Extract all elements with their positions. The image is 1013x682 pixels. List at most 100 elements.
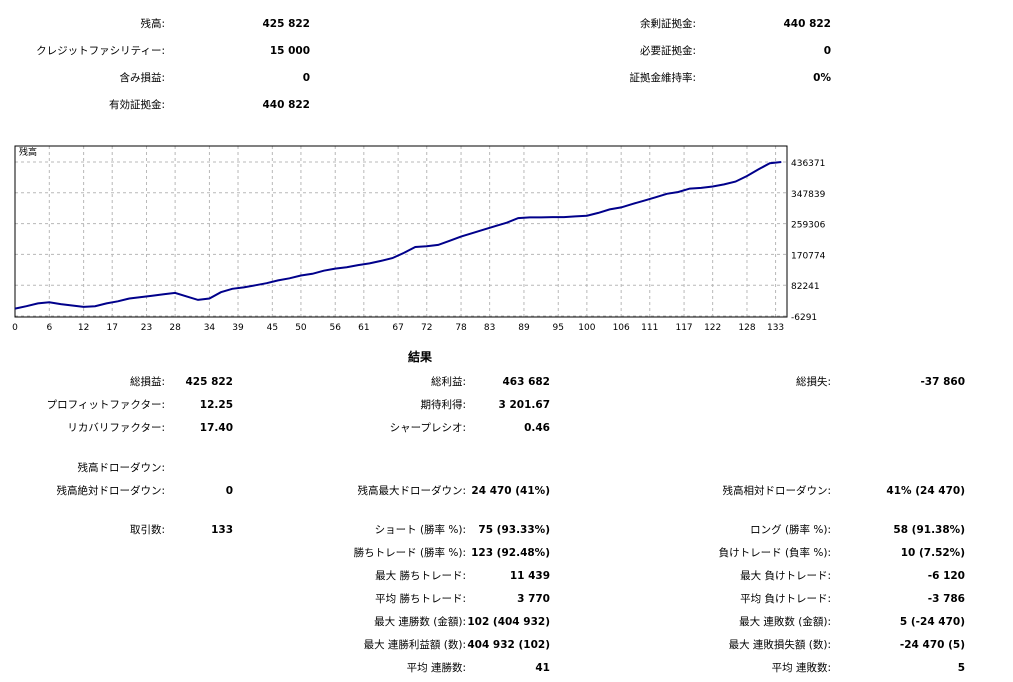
profit-factor-label: プロフィットファクター: bbox=[46, 399, 165, 411]
results-title: 結果 bbox=[408, 350, 433, 364]
recovery-factor-value: 17.40 bbox=[199, 422, 233, 434]
credit-value: 15 000 bbox=[269, 45, 310, 57]
recovery-factor-label: リカバリファクター: bbox=[67, 422, 165, 434]
gross-loss-value: -37 860 bbox=[920, 376, 965, 388]
average-consecutive-wins-label: 平均 連勝数: bbox=[406, 662, 466, 674]
y-tick-label: 170774 bbox=[791, 251, 826, 261]
x-tick-label: 78 bbox=[455, 323, 467, 333]
max-consecutive-loss-value: -24 470 (5) bbox=[899, 639, 965, 651]
sharpe-ratio-value: 0.46 bbox=[524, 422, 550, 434]
margin-label: 必要証拠金: bbox=[639, 45, 696, 57]
profit-trades-value: 123 (92.48%) bbox=[471, 547, 550, 559]
x-tick-label: 117 bbox=[675, 323, 692, 333]
largest-profit-value: 11 439 bbox=[509, 570, 550, 582]
gross-loss-label: 総損失: bbox=[795, 376, 831, 388]
average-profit-value: 3 770 bbox=[517, 593, 550, 605]
chart-title: 残高 bbox=[19, 146, 37, 158]
maximal-drawdown-label: 残高最大ドローダウン: bbox=[357, 485, 466, 497]
free-margin-label: 余剰証拠金: bbox=[639, 18, 696, 30]
relative-drawdown-label: 残高相対ドローダウン: bbox=[722, 485, 831, 497]
total-trades-value: 133 bbox=[211, 524, 233, 536]
maximal-drawdown-value: 24 470 (41%) bbox=[471, 485, 550, 497]
loss-trades-value: 10 (7.52%) bbox=[900, 547, 965, 559]
y-tick-label: 259306 bbox=[791, 221, 826, 231]
y-tick-label: -6291 bbox=[791, 313, 817, 323]
x-tick-label: 0 bbox=[12, 323, 18, 333]
x-tick-label: 128 bbox=[738, 323, 755, 333]
absolute-drawdown-label: 残高絶対ドローダウン: bbox=[56, 485, 165, 497]
x-tick-label: 17 bbox=[106, 323, 117, 333]
max-consecutive-profit-value: 404 932 (102) bbox=[467, 639, 550, 651]
free-margin-value: 440 822 bbox=[783, 18, 832, 30]
x-tick-label: 61 bbox=[358, 323, 369, 333]
expected-payoff-label: 期待利得: bbox=[420, 399, 466, 411]
balance-value: 425 822 bbox=[262, 18, 311, 30]
max-consecutive-profit-label: 最大 連勝利益額 (数): bbox=[363, 639, 466, 651]
total-trades-label: 取引数: bbox=[129, 524, 165, 536]
total-net-profit-value: 425 822 bbox=[185, 376, 234, 388]
x-tick-label: 111 bbox=[641, 323, 658, 333]
total-net-profit-label: 総損益: bbox=[129, 376, 165, 388]
x-tick-label: 72 bbox=[421, 323, 432, 333]
x-tick-label: 56 bbox=[330, 323, 342, 333]
average-loss-label: 平均 負けトレード: bbox=[740, 593, 831, 605]
gross-profit-label: 総利益: bbox=[430, 376, 466, 388]
loss-trades-label: 負けトレード (負率 %): bbox=[718, 547, 831, 559]
y-axis-ticks: 436371 347839 259306 170774 82241 -6291 bbox=[791, 159, 826, 323]
margin-level-value: 0% bbox=[813, 72, 831, 84]
x-tick-label: 50 bbox=[295, 323, 307, 333]
average-consecutive-losses-value: 5 bbox=[957, 662, 965, 674]
x-tick-label: 67 bbox=[392, 323, 403, 333]
x-tick-label: 23 bbox=[141, 323, 152, 333]
short-positions-label: ショート (勝率 %): bbox=[374, 524, 466, 536]
x-tick-label: 28 bbox=[169, 323, 181, 333]
profit-factor-value: 12.25 bbox=[199, 399, 233, 411]
gross-profit-value: 463 682 bbox=[502, 376, 551, 388]
plot-area-border bbox=[14, 145, 788, 318]
x-axis-ticks: 0 6 12 17 23 28 34 39 45 50 56 61 67 72 78 83 89 95 100 106… bbox=[12, 323, 784, 333]
floating-value: 0 bbox=[302, 72, 310, 84]
average-consecutive-wins-value: 41 bbox=[535, 662, 550, 674]
x-tick-label: 89 bbox=[518, 323, 530, 333]
balance-line bbox=[14, 161, 782, 310]
x-tick-label: 34 bbox=[204, 323, 216, 333]
y-tick-label: 436371 bbox=[791, 159, 825, 169]
y-tick-label: 82241 bbox=[791, 282, 820, 292]
expected-payoff-value: 3 201.67 bbox=[498, 399, 550, 411]
x-tick-label: 106 bbox=[613, 323, 630, 333]
absolute-drawdown-value: 0 bbox=[225, 485, 233, 497]
max-consecutive-wins-label: 最大 連勝数 (金額): bbox=[374, 616, 466, 628]
balance-drawdown-label: 残高ドローダウン: bbox=[77, 462, 165, 474]
credit-label: クレジットファシリティー: bbox=[36, 45, 165, 57]
balance-label: 残高: bbox=[140, 18, 165, 30]
x-tick-label: 39 bbox=[232, 323, 244, 333]
average-profit-label: 平均 勝ちトレード: bbox=[375, 593, 466, 605]
average-loss-value: -3 786 bbox=[927, 593, 965, 605]
profit-trades-label: 勝ちトレード (勝率 %): bbox=[353, 547, 466, 559]
y-tick-label: 347839 bbox=[791, 190, 826, 200]
x-tick-label: 100 bbox=[578, 323, 595, 333]
largest-profit-label: 最大 勝ちトレード: bbox=[375, 570, 466, 582]
short-positions-value: 75 (93.33%) bbox=[478, 524, 550, 536]
largest-loss-value: -6 120 bbox=[927, 570, 965, 582]
largest-loss-label: 最大 負けトレード: bbox=[740, 570, 831, 582]
max-consecutive-loss-label: 最大 連敗損失額 (数): bbox=[728, 639, 831, 651]
max-consecutive-wins-value: 102 (404 932) bbox=[467, 616, 550, 628]
x-tick-label: 6 bbox=[46, 323, 52, 333]
equity-label: 有効証拠金: bbox=[108, 99, 165, 111]
max-consecutive-losses-value: 5 (-24 470) bbox=[899, 616, 965, 628]
x-tick-label: 45 bbox=[267, 323, 278, 333]
margin-level-label: 証拠金維持率: bbox=[629, 72, 696, 84]
long-positions-label: ロング (勝率 %): bbox=[750, 524, 831, 536]
max-consecutive-losses-label: 最大 連敗数 (金額): bbox=[739, 616, 831, 628]
x-tick-label: 122 bbox=[704, 323, 721, 333]
equity-value: 440 822 bbox=[262, 99, 311, 111]
long-positions-value: 58 (91.38%) bbox=[893, 524, 965, 536]
chart-grid bbox=[14, 146, 787, 317]
margin-value: 0 bbox=[823, 45, 831, 57]
average-consecutive-losses-label: 平均 連敗数: bbox=[771, 662, 831, 674]
sharpe-ratio-label: シャープレシオ: bbox=[389, 422, 466, 434]
x-tick-label: 95 bbox=[553, 323, 564, 333]
x-tick-label: 133 bbox=[767, 323, 784, 333]
